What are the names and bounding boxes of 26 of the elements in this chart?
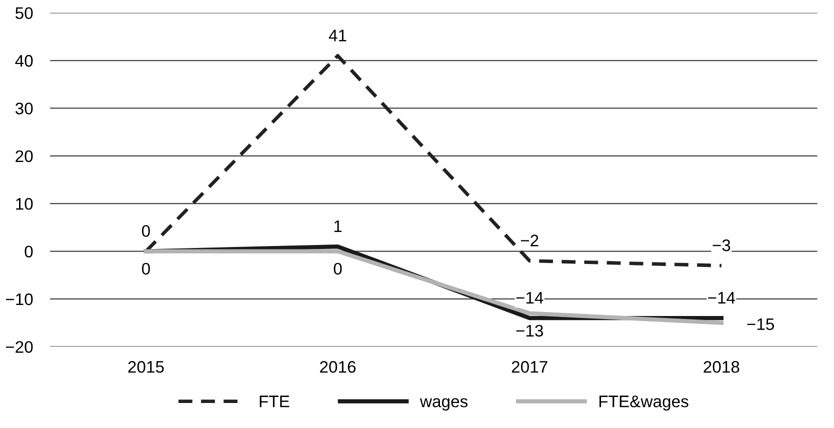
y-tick-label: 40 — [15, 54, 33, 67]
data-label: −15 — [747, 318, 774, 330]
data-label: 0 — [142, 262, 150, 275]
y-tick-label: 30 — [15, 102, 33, 114]
data-label: −13 — [516, 324, 543, 337]
data-label: −3 — [712, 239, 730, 252]
data-label: −14 — [708, 292, 736, 304]
y-tick-label: −20 — [6, 341, 33, 353]
x-tick-label: 2015 — [128, 361, 164, 373]
data-label: −14 — [516, 292, 544, 304]
legend-label: FTE — [260, 396, 290, 408]
y-tick-label: 10 — [16, 198, 33, 210]
data-label: 41 — [328, 30, 346, 42]
y-tick-label: 0 — [24, 246, 33, 258]
legend-label: FTE&wages — [599, 396, 688, 411]
data-label: 0 — [334, 262, 342, 275]
y-tick-label: −10 — [6, 293, 33, 306]
y-tick-label: 20 — [16, 150, 33, 162]
data-label: 0 — [142, 225, 150, 237]
x-tick-label: 2017 — [512, 361, 548, 373]
legend-label: wages — [420, 398, 468, 411]
data-label: −2 — [520, 234, 538, 246]
x-tick-label: 2018 — [704, 361, 740, 373]
x-tick-label: 2016 — [320, 361, 356, 373]
y-tick-label: 50 — [16, 7, 33, 20]
data-label: 1 — [334, 220, 342, 232]
